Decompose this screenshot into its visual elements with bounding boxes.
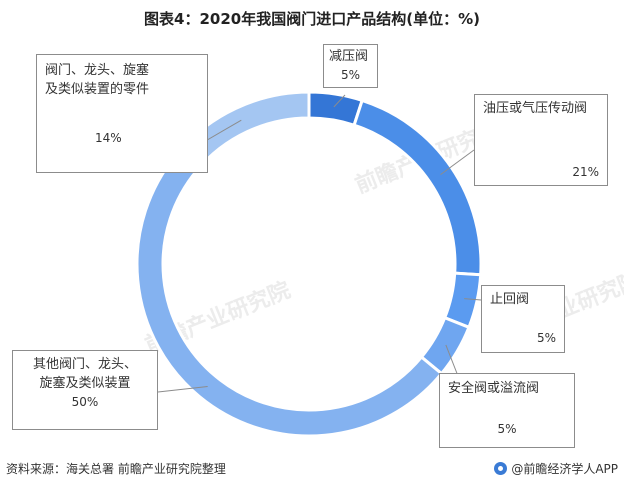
brand-mark: @前瞻经济学人APP <box>494 460 618 477</box>
slice-label: 止回阀 <box>490 292 530 307</box>
callout-safety-valve: 安全阀或溢流阀 5% <box>439 373 575 448</box>
leader-line-1 <box>440 149 475 176</box>
callout-other-valves: 其他阀门、龙头、 旋塞及类似装置 50% <box>12 350 158 430</box>
slice-value: 50% <box>71 395 99 409</box>
leader-line-2 <box>464 298 482 301</box>
source-note: 资料来源：海关总署 前瞻产业研究院整理 <box>6 462 226 476</box>
slice-4 <box>135 152 444 438</box>
slice-1 <box>352 98 483 277</box>
slice-value: 5% <box>536 331 556 345</box>
slice-label: 阀门、龙头、旋塞 及类似装置的零件 <box>45 63 150 97</box>
slice-label: 其他阀门、龙头、 旋塞及类似装置 <box>32 357 137 391</box>
slice-value: 14% <box>95 131 122 145</box>
slice-value: 21% <box>572 165 599 179</box>
chart-title: 图表4：2020年我国阀门进口产品结构(单位：%) <box>144 10 480 28</box>
slice-5 <box>174 90 311 174</box>
brand-text: @前瞻经济学人APP <box>511 462 618 476</box>
callout-valve-parts: 阀门、龙头、旋塞 及类似装置的零件 14% <box>36 54 208 173</box>
slice-value: 5% <box>340 68 361 82</box>
callout-hydraulic-valve: 油压或气压传动阀 21% <box>474 94 608 186</box>
slice-value: 5% <box>497 422 517 436</box>
leader-line-4 <box>157 386 208 393</box>
slice-label: 油压或气压传动阀 <box>483 101 588 116</box>
leader-line-0 <box>333 94 346 108</box>
slice-label: 安全阀或溢流阀 <box>448 381 540 396</box>
callout-reducing-valve: 减压阀 5% <box>323 44 378 88</box>
callout-check-valve: 止回阀 5% <box>481 285 565 353</box>
leader-line-3 <box>445 344 459 377</box>
slice-label: 减压阀 <box>329 49 369 64</box>
brand-logo-icon <box>494 462 508 475</box>
